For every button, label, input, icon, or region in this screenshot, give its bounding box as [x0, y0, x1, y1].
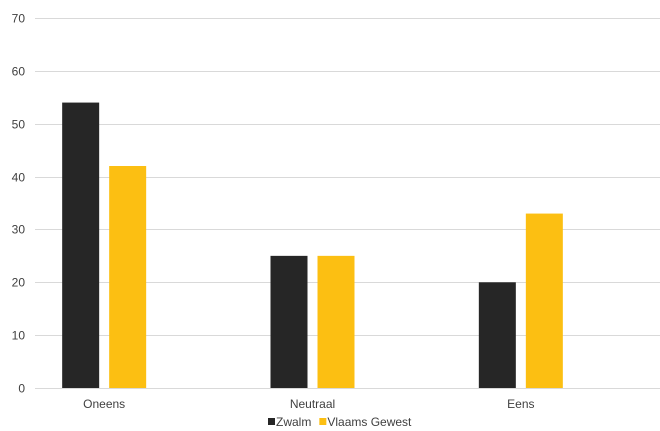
bar-vlaams-gewest-oneens	[109, 166, 147, 388]
bar-zwalm-oneens	[62, 102, 100, 389]
legend-swatch	[268, 418, 275, 425]
bars	[62, 102, 563, 389]
legend-label: Vlaams Gewest	[327, 415, 412, 429]
bar-zwalm-eens	[478, 282, 516, 388]
legend-swatch	[319, 418, 327, 425]
y-tick-label: 0	[18, 382, 25, 396]
y-tick-label: 60	[12, 65, 26, 79]
legend: Zwalm Vlaams Gewest	[268, 415, 412, 429]
legend-label: Zwalm	[276, 415, 311, 429]
y-tick-label: 50	[12, 118, 26, 132]
x-category-label: Neutraal	[290, 397, 335, 411]
x-category-label: Oneens	[83, 397, 125, 411]
y-tick-label: 30	[12, 223, 26, 237]
bar-vlaams-gewest-eens	[525, 213, 563, 388]
y-tick-label: 10	[12, 329, 26, 343]
y-tick-label: 20	[12, 276, 26, 290]
y-axis-tick-labels: 0 10 20 30 40 50 60 70	[12, 12, 26, 396]
bar-vlaams-gewest-neutraal	[317, 255, 355, 388]
bar-zwalm-neutraal	[270, 255, 308, 388]
y-tick-label: 40	[12, 171, 26, 185]
y-tick-label: 70	[12, 12, 26, 26]
x-axis-category-labels: Oneens Neutraal Eens	[83, 397, 534, 411]
x-category-label: Eens	[507, 397, 534, 411]
